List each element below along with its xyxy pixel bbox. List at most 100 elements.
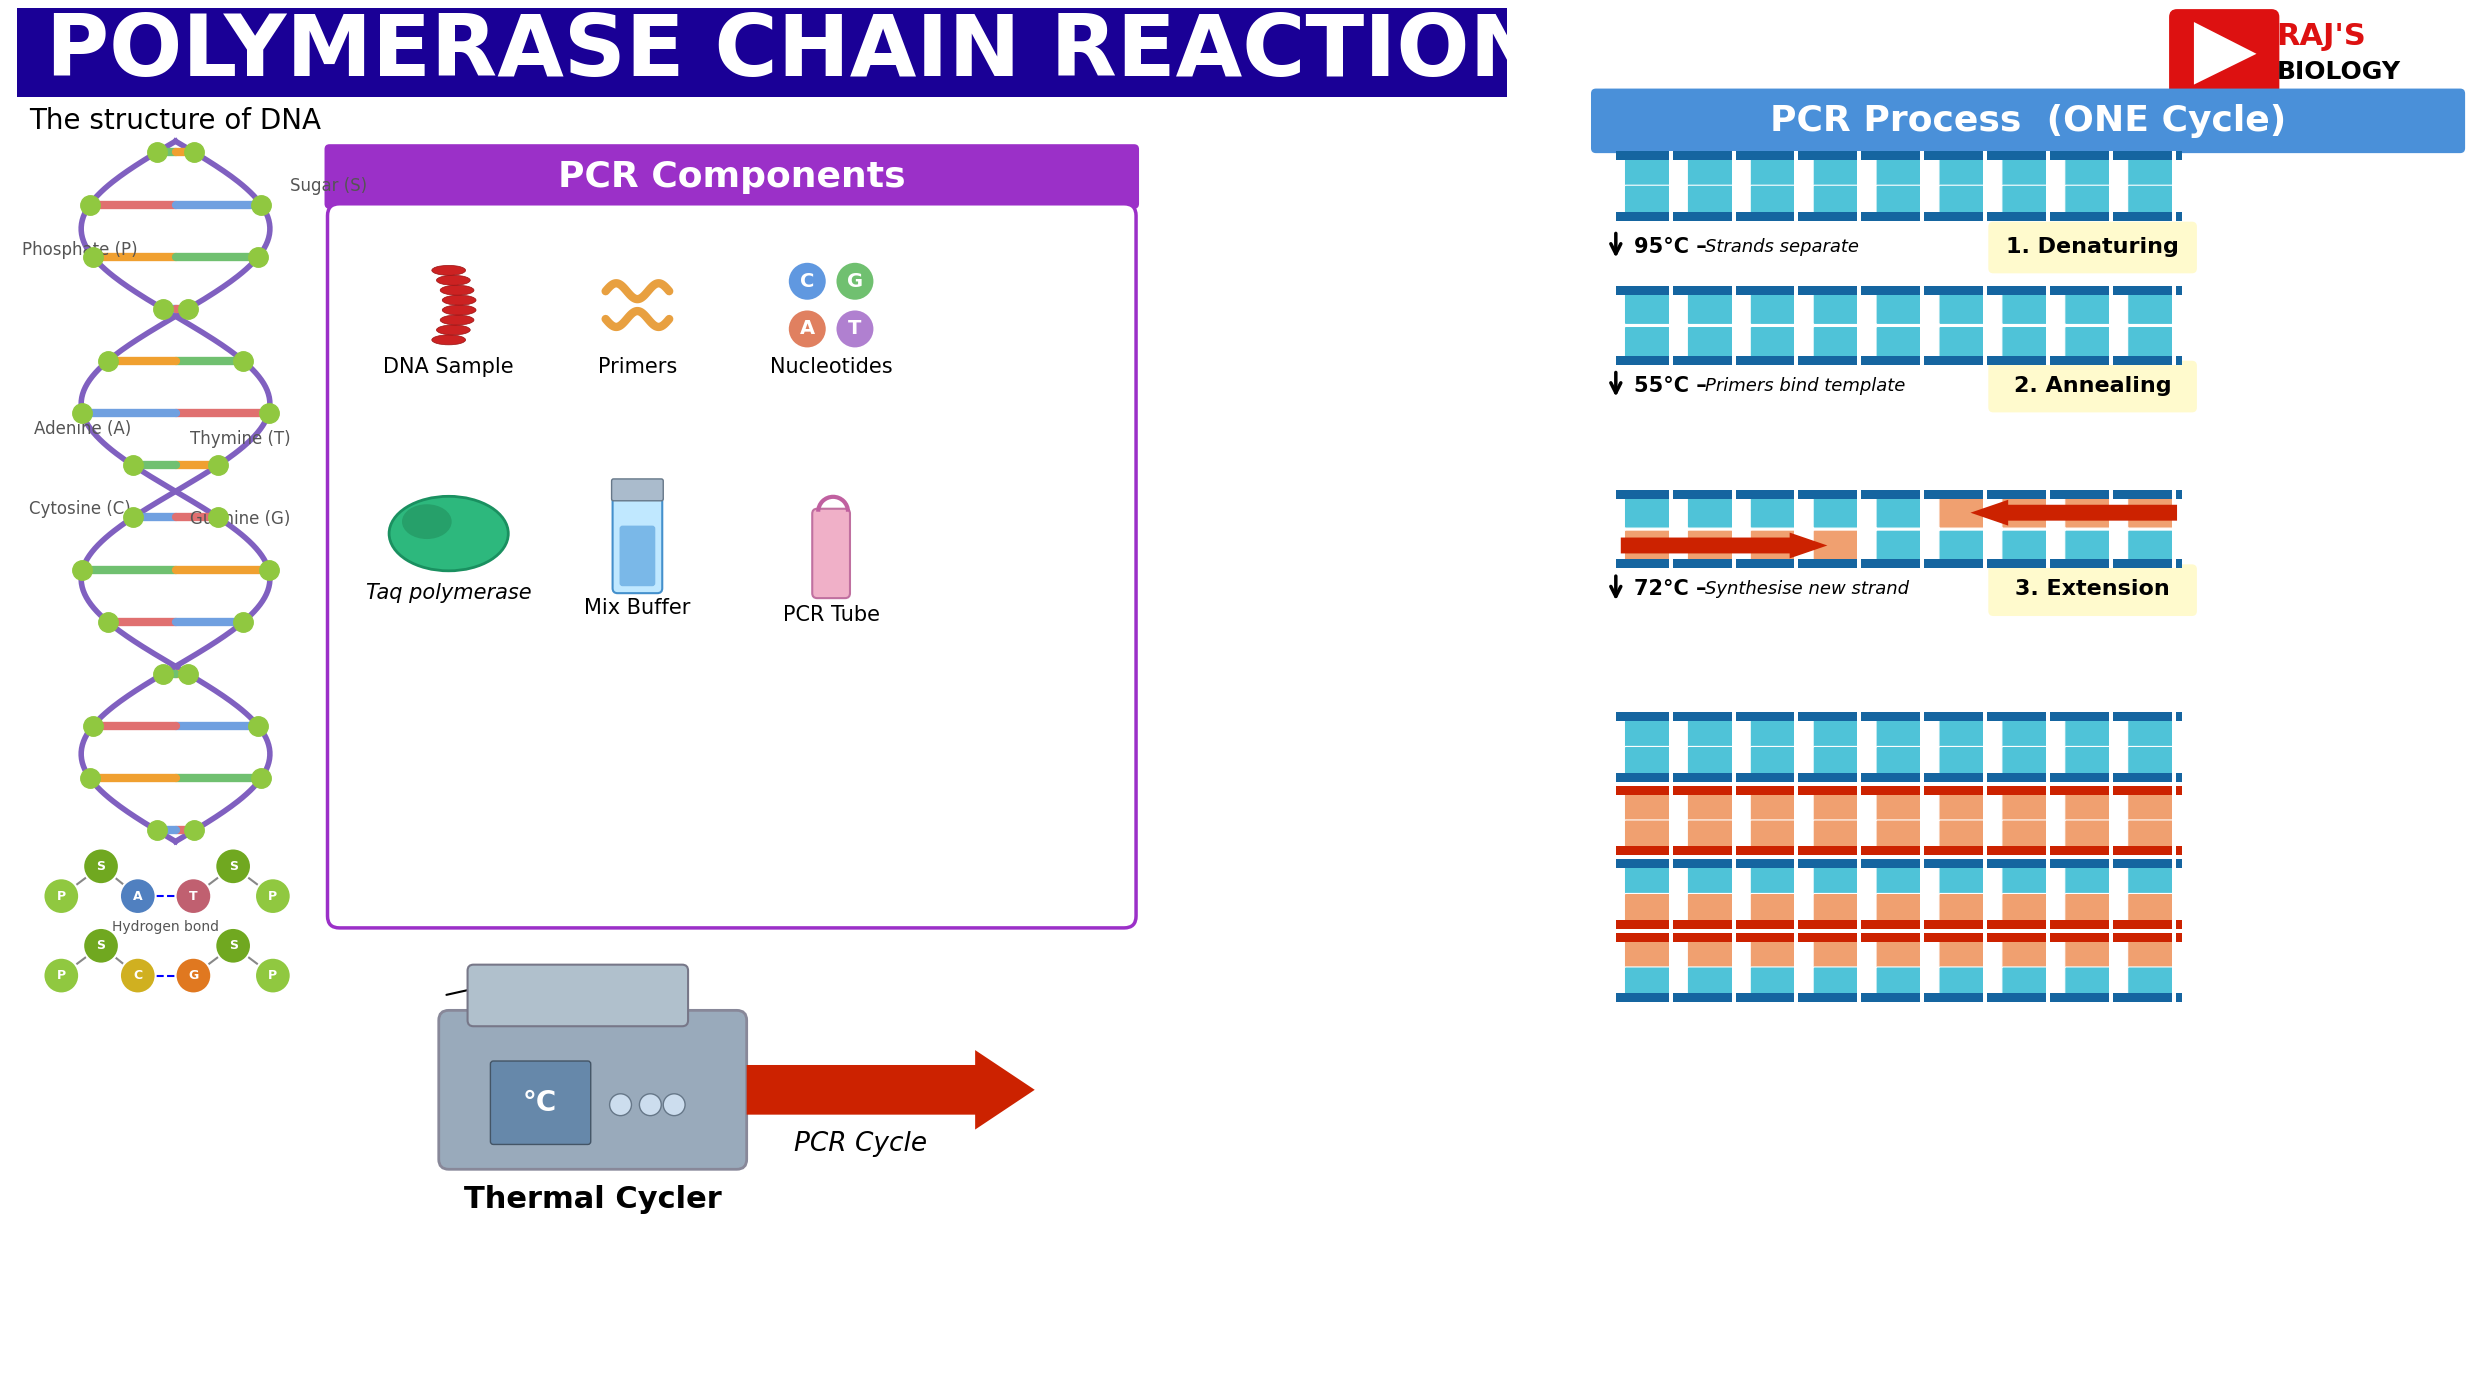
Text: 72°C –: 72°C – [1634, 579, 1706, 599]
Bar [2108, 487, 2113, 526]
FancyBboxPatch shape [2001, 820, 2048, 848]
Text: P: P [57, 970, 67, 982]
FancyBboxPatch shape [2128, 967, 2172, 995]
FancyBboxPatch shape [1813, 530, 1860, 561]
Text: G: G [846, 271, 863, 291]
Bar [1920, 526, 1924, 568]
Circle shape [45, 958, 79, 993]
FancyBboxPatch shape [327, 204, 1136, 928]
Bar [1731, 712, 1736, 782]
Text: Nucleotides: Nucleotides [769, 357, 893, 376]
FancyBboxPatch shape [2001, 720, 2048, 748]
Text: Guanine (G): Guanine (G) [191, 509, 290, 527]
FancyBboxPatch shape [613, 478, 662, 501]
FancyBboxPatch shape [1624, 940, 1669, 968]
Polygon shape [2195, 22, 2257, 84]
Ellipse shape [389, 497, 508, 571]
Text: 3. Extension: 3. Extension [2016, 579, 2170, 599]
Text: A: A [799, 319, 816, 339]
Circle shape [836, 309, 875, 348]
Bar [17, 8, 1505, 97]
Text: 2. Annealing: 2. Annealing [2014, 375, 2172, 396]
Circle shape [119, 879, 156, 914]
Ellipse shape [439, 315, 474, 325]
Bar [2046, 933, 2051, 1003]
Bar [1796, 526, 1798, 568]
FancyArrow shape [1622, 533, 1828, 558]
FancyBboxPatch shape [1875, 967, 1922, 995]
FancyBboxPatch shape [1875, 497, 1922, 527]
FancyBboxPatch shape [1875, 940, 1922, 968]
Circle shape [610, 1094, 632, 1115]
Bar [1669, 151, 1672, 221]
Bar [1858, 786, 1862, 855]
Bar [1858, 859, 1862, 929]
FancyBboxPatch shape [1939, 894, 1984, 922]
FancyBboxPatch shape [1686, 530, 1734, 561]
FancyBboxPatch shape [1686, 185, 1734, 213]
Bar [1669, 283, 1672, 323]
Bar [2108, 712, 2113, 782]
Bar [1617, 490, 2182, 499]
Bar [1984, 283, 1986, 323]
FancyBboxPatch shape [2066, 894, 2110, 922]
FancyBboxPatch shape [2128, 326, 2172, 357]
FancyBboxPatch shape [1939, 326, 1984, 357]
Text: S: S [228, 939, 238, 953]
FancyBboxPatch shape [1939, 747, 1984, 775]
Bar [2046, 323, 2051, 365]
Text: Thermal Cycler: Thermal Cycler [464, 1185, 722, 1213]
FancyBboxPatch shape [1813, 747, 1860, 775]
Bar [1617, 993, 2182, 1003]
FancyBboxPatch shape [1875, 158, 1922, 186]
Text: Cytosine (C): Cytosine (C) [30, 499, 131, 518]
FancyBboxPatch shape [1875, 820, 1922, 848]
FancyBboxPatch shape [1939, 940, 1984, 968]
Bar [2172, 151, 2175, 221]
FancyBboxPatch shape [1989, 564, 2197, 616]
FancyBboxPatch shape [469, 965, 687, 1027]
Text: S: S [97, 860, 107, 873]
Bar [2172, 786, 2175, 855]
Text: 55°C –: 55°C – [1634, 375, 1706, 396]
Bar [2172, 933, 2175, 1003]
Bar [1984, 859, 1986, 929]
FancyBboxPatch shape [2128, 747, 2172, 775]
Bar [1920, 487, 1924, 526]
FancyBboxPatch shape [1686, 294, 1734, 325]
FancyBboxPatch shape [2128, 867, 2172, 895]
Bar [1796, 859, 1798, 929]
FancyBboxPatch shape [2001, 867, 2048, 895]
FancyBboxPatch shape [1875, 530, 1922, 561]
Bar [1617, 786, 2182, 795]
FancyBboxPatch shape [1751, 793, 1796, 821]
Text: T: T [848, 319, 861, 339]
Bar [2172, 859, 2175, 929]
FancyBboxPatch shape [1751, 940, 1796, 968]
FancyBboxPatch shape [1751, 497, 1796, 527]
FancyBboxPatch shape [813, 509, 851, 599]
FancyBboxPatch shape [1813, 294, 1860, 325]
Bar [1920, 933, 1924, 1003]
FancyBboxPatch shape [1592, 88, 2465, 152]
Bar [1796, 712, 1798, 782]
Bar [1731, 933, 1736, 1003]
FancyBboxPatch shape [439, 1010, 746, 1170]
FancyBboxPatch shape [1939, 820, 1984, 848]
Text: A: A [134, 890, 141, 902]
Bar [1984, 526, 1986, 568]
FancyBboxPatch shape [1751, 185, 1796, 213]
Text: Hydrogen bond: Hydrogen bond [112, 921, 218, 935]
Bar [2046, 786, 2051, 855]
FancyBboxPatch shape [1875, 793, 1922, 821]
Text: S: S [228, 860, 238, 873]
Ellipse shape [432, 334, 466, 344]
Text: RAJ'S: RAJ'S [2277, 22, 2366, 52]
Text: 1. Denaturing: 1. Denaturing [2006, 236, 2180, 256]
FancyBboxPatch shape [2066, 497, 2110, 527]
FancyBboxPatch shape [1751, 720, 1796, 748]
FancyBboxPatch shape [2066, 185, 2110, 213]
FancyBboxPatch shape [1875, 294, 1922, 325]
Bar [1669, 933, 1672, 1003]
Bar [2046, 151, 2051, 221]
